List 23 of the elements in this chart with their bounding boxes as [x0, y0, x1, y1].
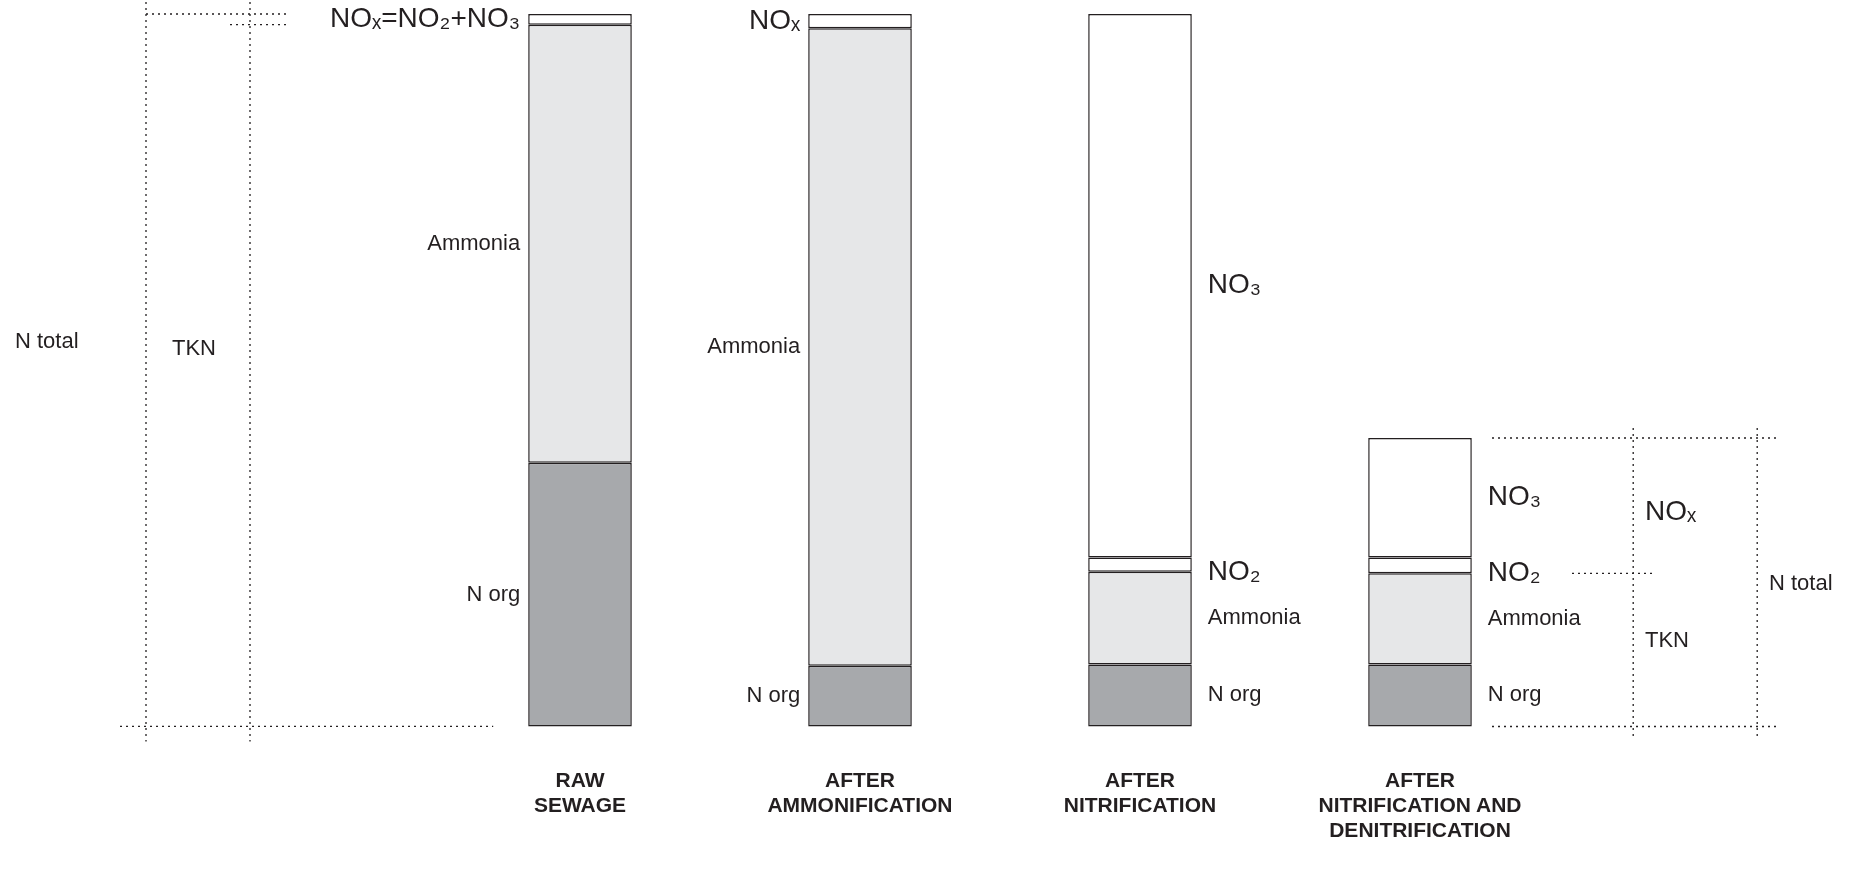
x-tick-label: AFTER NITRIFICATION [1063, 767, 1217, 816]
text: N org [1207, 681, 1262, 707]
text: N total [1769, 569, 1833, 595]
text: N org [1487, 681, 1542, 707]
text: TKN [172, 334, 216, 360]
text: Ammonia [1487, 604, 1581, 630]
text: NO₃ [1487, 480, 1542, 512]
text: N org [746, 682, 801, 708]
series-label: NOₓ=NO₂+NO₃ [330, 2, 521, 34]
series-label: NO₃ [1207, 268, 1262, 300]
series-label: NOₓ [749, 3, 802, 35]
text: NOₓ [1645, 495, 1697, 527]
x-tick-label: AFTER AMMONIFICATION [767, 767, 953, 816]
series-label: N org [466, 580, 521, 606]
series-label: Ammonia [427, 229, 521, 255]
text: TKN [1645, 626, 1689, 652]
text: NO₂ [1207, 555, 1261, 587]
text: Ammonia [1207, 604, 1301, 630]
x-tick-label: AFTER NITRIFICATION AND DENITRIFICATION [1318, 767, 1522, 842]
text: N total [15, 327, 79, 353]
x-tick-label: RAW SEWAGE [533, 767, 627, 816]
series-label: NO₂ [1487, 556, 1541, 588]
text: Ammonia [707, 333, 801, 359]
